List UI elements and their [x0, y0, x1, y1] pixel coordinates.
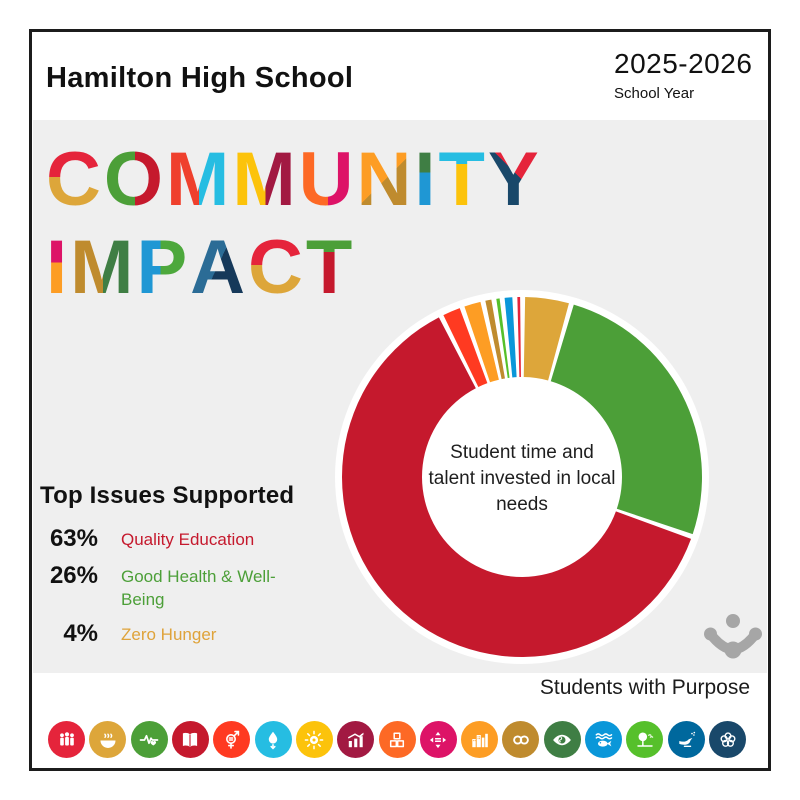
issue-row: 63% Quality Education — [40, 525, 340, 553]
donut-slice — [504, 297, 517, 378]
donut-slice — [485, 299, 505, 380]
donut-chart — [330, 285, 714, 669]
good-health-icon — [130, 721, 168, 758]
title-letter: I — [46, 225, 70, 310]
brand-text: Students with Purpose — [539, 676, 750, 699]
donut-slice — [464, 301, 499, 383]
school-name: Hamilton High School — [46, 62, 354, 94]
peace-justice-icon — [667, 721, 705, 758]
issue-label: Good Health & Well-Being — [121, 566, 276, 609]
top-issues-section: Top Issues Supported 63% Quality Educati… — [40, 482, 340, 657]
school-year-block: 2025-2026 School Year — [614, 48, 764, 102]
donut-slice — [341, 317, 692, 657]
sustainable-cities-icon — [461, 721, 499, 758]
sdg-icons-row — [48, 721, 746, 758]
students-with-purpose-logo-icon — [703, 611, 763, 661]
donut-slice — [523, 297, 569, 381]
issue-label: Zero Hunger — [121, 625, 217, 645]
donut-slice — [443, 308, 488, 388]
school-year-caption: School Year — [614, 85, 695, 102]
school-year-value: 2025-2026 — [614, 48, 753, 79]
donut-center-label: Student time and talent invested in loca… — [428, 441, 616, 516]
reduced-inequalities-icon — [419, 721, 457, 758]
title-letter: P — [136, 225, 190, 310]
title-letter: M — [166, 137, 232, 222]
title-letter: T — [305, 225, 355, 310]
title-letter: A — [190, 225, 248, 310]
donut-slice — [496, 298, 510, 379]
title-letter: U — [298, 137, 356, 222]
top-issues-title: Top Issues Supported — [40, 482, 295, 509]
title-letter: C — [46, 137, 103, 222]
clean-water-icon — [254, 721, 292, 758]
clean-energy-icon — [295, 721, 333, 758]
title-letter: T — [438, 137, 487, 222]
community-impact-title: COMMUNITY IMPACT — [46, 136, 542, 312]
issue-row: 4% Zero Hunger — [40, 620, 340, 648]
issue-percent: 63% — [49, 525, 98, 552]
donut-slice — [517, 297, 521, 378]
title-line-impact: IMPACT — [46, 224, 542, 312]
issue-label: Quality Education — [121, 530, 255, 549]
issue-percent: 26% — [49, 561, 98, 589]
life-below-water-icon — [585, 721, 623, 758]
climate-action-icon — [543, 721, 581, 758]
issue-row: 26% Good Health & Well-Being — [40, 562, 340, 612]
title-letter: M — [232, 137, 298, 222]
no-poverty-icon — [48, 721, 85, 758]
decent-work-icon — [337, 721, 375, 758]
title-letter: C — [248, 225, 305, 310]
donut-slice — [550, 304, 702, 535]
quality-education-icon — [171, 721, 209, 758]
life-on-land-icon — [626, 721, 664, 758]
zero-hunger-icon — [89, 721, 127, 758]
issue-percent: 4% — [63, 620, 98, 648]
partnerships-icon — [709, 721, 746, 758]
responsible-consumption-icon — [502, 721, 540, 758]
title-letter: M — [70, 225, 136, 310]
title-letter: I — [414, 137, 438, 222]
title-letter: Y — [487, 137, 541, 222]
title-letter: N — [356, 137, 414, 222]
industry-innovation-icon — [378, 721, 416, 758]
gender-equality-icon — [213, 721, 251, 758]
title-line-community: COMMUNITY — [46, 136, 542, 224]
title-letter: O — [103, 137, 166, 222]
